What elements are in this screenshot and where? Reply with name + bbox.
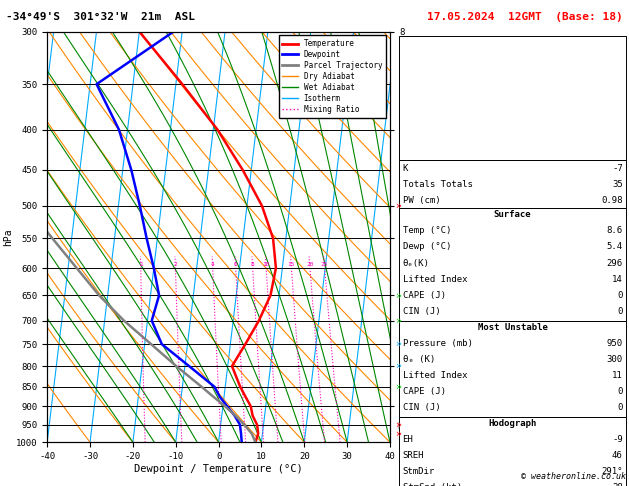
Text: kt: kt — [409, 39, 418, 48]
Text: 6: 6 — [234, 262, 238, 267]
Text: Surface: Surface — [494, 210, 532, 219]
Text: Dewp (°C): Dewp (°C) — [403, 243, 451, 251]
Text: »: » — [395, 290, 401, 300]
Text: CAPE (J): CAPE (J) — [403, 291, 445, 299]
Text: Hodograph: Hodograph — [489, 419, 537, 428]
Text: Totals Totals: Totals Totals — [403, 180, 472, 189]
Text: »: » — [395, 382, 401, 392]
Text: PW (cm): PW (cm) — [403, 196, 440, 205]
Text: θₑ (K): θₑ (K) — [403, 355, 435, 364]
Text: LCL: LCL — [397, 422, 411, 431]
Text: Most Unstable: Most Unstable — [477, 323, 548, 331]
Text: Pressure (mb): Pressure (mb) — [403, 339, 472, 347]
Text: StmDir: StmDir — [403, 467, 435, 476]
Legend: Temperature, Dewpoint, Parcel Trajectory, Dry Adiabat, Wet Adiabat, Isotherm, Mi: Temperature, Dewpoint, Parcel Trajectory… — [279, 35, 386, 118]
Text: © weatheronline.co.uk: © weatheronline.co.uk — [521, 472, 626, 481]
Text: 25: 25 — [321, 262, 328, 267]
Text: -9: -9 — [612, 435, 623, 444]
Text: 0: 0 — [617, 387, 623, 396]
Text: 20: 20 — [306, 262, 314, 267]
Text: 5.4: 5.4 — [606, 243, 623, 251]
Y-axis label: hPa: hPa — [3, 228, 13, 246]
Text: StmSpd (kt): StmSpd (kt) — [403, 483, 462, 486]
Text: θₑ(K): θₑ(K) — [403, 259, 430, 267]
Text: »: » — [395, 315, 401, 326]
Text: EH: EH — [403, 435, 413, 444]
Text: Temp (°C): Temp (°C) — [403, 226, 451, 235]
Text: 8.6: 8.6 — [606, 226, 623, 235]
Text: -34°49'S  301°32'W  21m  ASL: -34°49'S 301°32'W 21m ASL — [6, 12, 195, 22]
Text: 1: 1 — [139, 262, 143, 267]
Text: 2: 2 — [174, 262, 177, 267]
Text: 0: 0 — [617, 403, 623, 412]
Text: »: » — [395, 429, 401, 439]
Text: Lifted Index: Lifted Index — [403, 275, 467, 283]
Text: K: K — [403, 164, 408, 173]
Text: 291°: 291° — [601, 467, 623, 476]
Text: 0: 0 — [617, 307, 623, 315]
Text: 17.05.2024  12GMT  (Base: 18): 17.05.2024 12GMT (Base: 18) — [427, 12, 623, 22]
Text: Lifted Index: Lifted Index — [403, 371, 467, 380]
Text: SREH: SREH — [403, 451, 424, 460]
Text: CIN (J): CIN (J) — [403, 307, 440, 315]
Text: 15: 15 — [287, 262, 295, 267]
Text: -7: -7 — [612, 164, 623, 173]
Text: 14: 14 — [612, 275, 623, 283]
Text: 46: 46 — [612, 451, 623, 460]
Text: 0: 0 — [617, 291, 623, 299]
Text: 11: 11 — [612, 371, 623, 380]
Text: CIN (J): CIN (J) — [403, 403, 440, 412]
Text: 300: 300 — [606, 355, 623, 364]
Text: 35: 35 — [612, 180, 623, 189]
Text: 296: 296 — [606, 259, 623, 267]
Text: CAPE (J): CAPE (J) — [403, 387, 445, 396]
Text: »: » — [395, 361, 401, 371]
Text: 28: 28 — [612, 483, 623, 486]
Text: 10: 10 — [262, 262, 270, 267]
Text: »: » — [395, 420, 401, 430]
X-axis label: Dewpoint / Temperature (°C): Dewpoint / Temperature (°C) — [134, 464, 303, 474]
Text: 950: 950 — [606, 339, 623, 347]
Text: »: » — [395, 201, 401, 211]
Text: 8: 8 — [251, 262, 255, 267]
Text: »: » — [395, 339, 401, 349]
Text: 4: 4 — [211, 262, 214, 267]
Text: 0.98: 0.98 — [601, 196, 623, 205]
Y-axis label: km
ASL: km ASL — [407, 229, 426, 245]
